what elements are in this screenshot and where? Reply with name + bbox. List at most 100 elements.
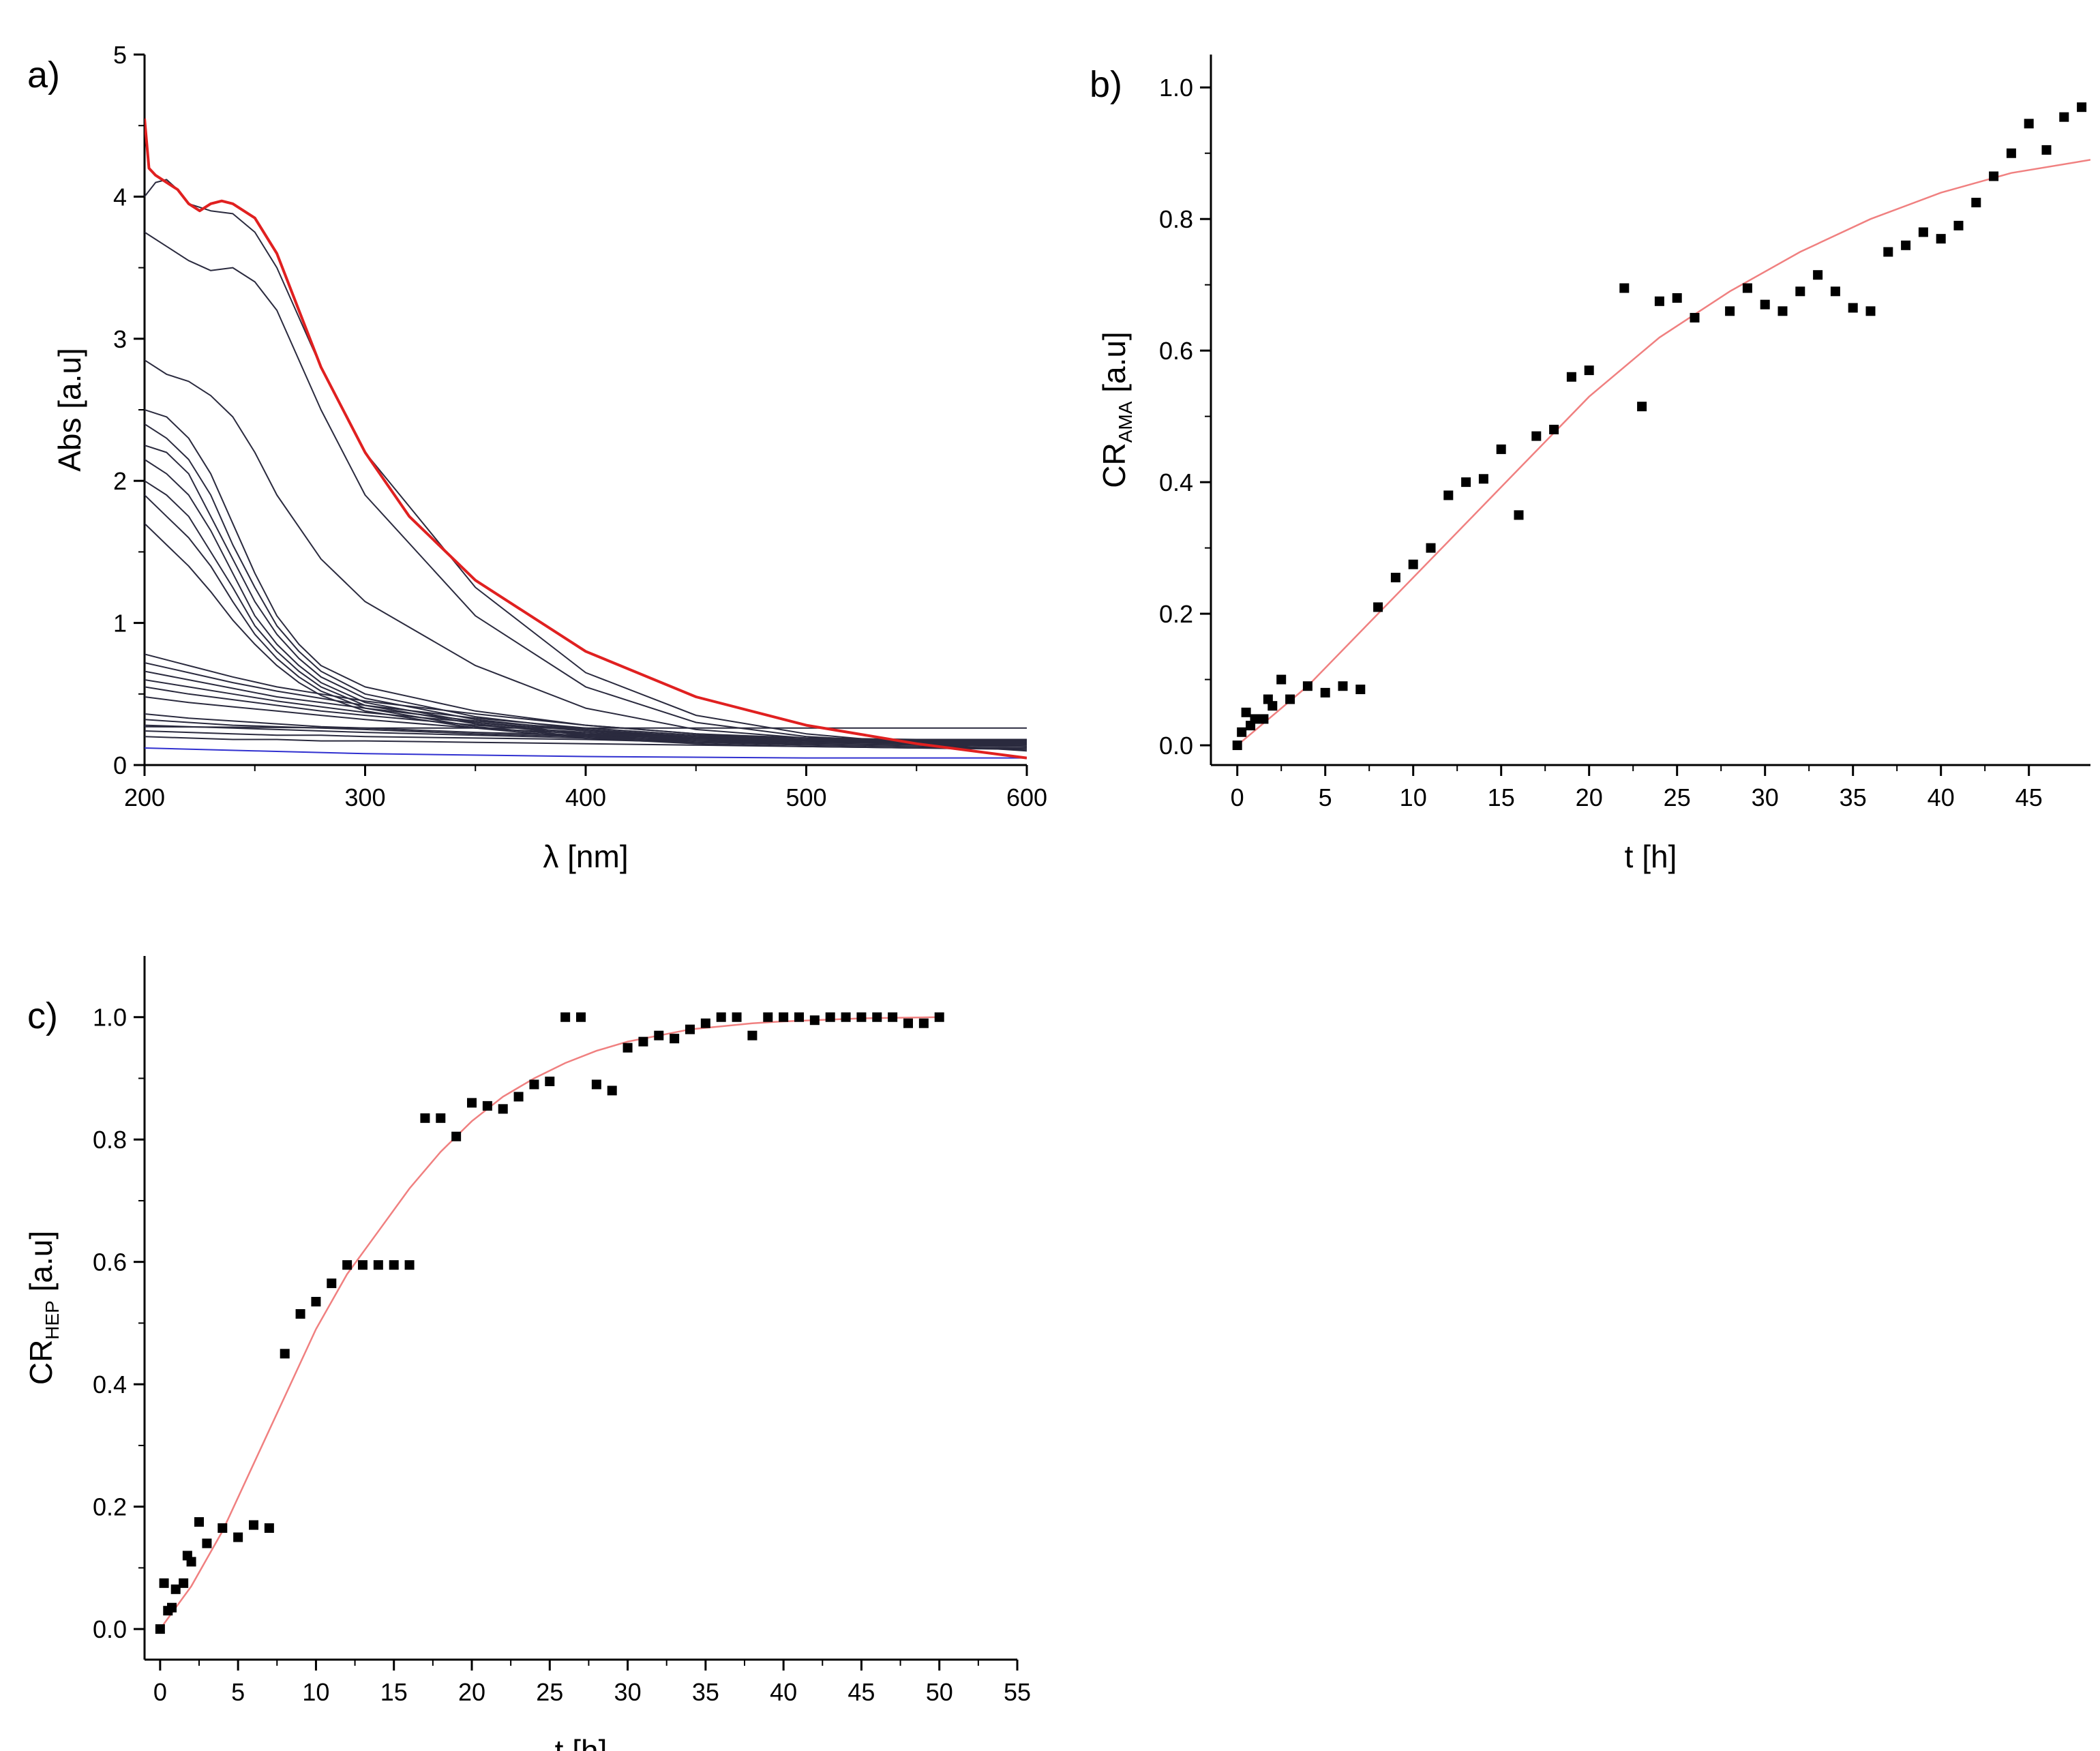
data-point [1285, 694, 1295, 704]
panel-c-cr-hep-kinetics: c) 0 5 10 15 20 25 30 35 40 45 50 55 0.0 0.2 0.4 0.6 0.8 1… [23, 956, 1031, 1751]
panel-label: a) [27, 55, 60, 95]
data-point [1654, 296, 1664, 306]
y-axis-title: CRAMA [a.u] [1096, 331, 1136, 488]
x-tick-label: 5 [1319, 783, 1332, 811]
data-point [1883, 247, 1893, 257]
x-tick-label: 10 [1400, 783, 1427, 811]
data-point [638, 1036, 648, 1047]
data-point [404, 1260, 415, 1270]
spectrum-line-s22 [145, 736, 1027, 749]
y-tick-label: 1 [113, 610, 127, 638]
data-point [482, 1101, 492, 1111]
data-point [1268, 701, 1278, 711]
data-point [1795, 286, 1805, 297]
data-point [607, 1086, 617, 1096]
x-tick-label: 55 [1004, 1678, 1031, 1706]
x-tick-label: 10 [302, 1678, 329, 1706]
data-point [1390, 573, 1400, 583]
panel-a-absorbance-spectra: a) 200 300 400 500 600 0 1 2 3 4 5 λ [nm] Abs [a.u] [27, 41, 1047, 874]
data-point [1901, 240, 1911, 250]
data-point [1619, 283, 1630, 293]
data-point [280, 1349, 290, 1359]
data-point [2077, 102, 2087, 113]
x-tick-label: 30 [1752, 783, 1779, 811]
data-point [170, 1584, 181, 1594]
data-point [1918, 227, 1928, 237]
y-axis-title: Abs [a.u] [52, 348, 87, 472]
y-tick-label: 0.8 [93, 1126, 127, 1154]
data-point [1478, 474, 1488, 484]
panel-label: b) [1090, 64, 1122, 105]
data-point [2024, 119, 2034, 129]
data-point [311, 1297, 321, 1307]
y-tick-label: 0.6 [93, 1248, 127, 1276]
spectrum-line-s5 [145, 423, 1027, 743]
data-point [918, 1018, 929, 1028]
spectrum-line-s20 [145, 730, 1027, 746]
data-point [841, 1012, 851, 1022]
x-tick-label: 600 [1006, 783, 1047, 811]
panel-label: c) [27, 996, 58, 1036]
data-point [763, 1012, 773, 1022]
data-point [264, 1523, 274, 1533]
data-point [194, 1517, 204, 1527]
data-point [1241, 707, 1251, 717]
fit-curve [1236, 159, 2090, 747]
data-point [809, 1015, 820, 1026]
spectrum-line-s18 [145, 719, 1027, 742]
x-axis-title: t [h] [555, 1733, 608, 1751]
spectrum-line-blue [145, 747, 1027, 759]
data-point [513, 1092, 524, 1102]
data-point [1496, 444, 1506, 454]
x-tick-label: 30 [614, 1678, 642, 1706]
y-tick-label: 1.0 [1159, 74, 1193, 102]
data-point [179, 1578, 189, 1588]
fit-curve [159, 1016, 940, 1630]
x-tick-label: 50 [926, 1678, 953, 1706]
data-point [934, 1012, 944, 1022]
data-point [1777, 306, 1788, 316]
data-point [545, 1076, 555, 1086]
x-tick-label: 25 [536, 1678, 563, 1706]
data-point [576, 1012, 586, 1022]
data-point [2059, 112, 2069, 122]
data-point [1514, 510, 1524, 520]
y-tick-label: 5 [113, 41, 127, 69]
data-point [903, 1018, 913, 1028]
data-point [327, 1278, 337, 1289]
data-point [622, 1043, 633, 1053]
data-point [186, 1557, 196, 1567]
data-point [779, 1012, 789, 1022]
x-tick-label: 40 [1927, 783, 1955, 811]
y-axis-title-subscript: HEP [42, 1300, 63, 1340]
x-tick-label: 5 [231, 1678, 245, 1706]
data-point [1461, 477, 1471, 488]
data-point [1848, 303, 1858, 313]
data-point [167, 1602, 177, 1613]
x-tick-label: 0 [1231, 783, 1244, 811]
y-axis-title-main: CR [23, 1340, 59, 1385]
data-point [202, 1538, 212, 1548]
data-point [155, 1624, 165, 1634]
x-tick-label: 45 [2015, 783, 2043, 811]
data-point [591, 1079, 601, 1090]
data-point [1355, 685, 1366, 695]
x-tick-label: 45 [847, 1678, 875, 1706]
x-tick-label: 25 [1664, 783, 1691, 811]
data-point [358, 1260, 368, 1270]
data-point [249, 1520, 258, 1530]
data-point [700, 1018, 710, 1028]
spectrum-line-s13 [145, 670, 1027, 743]
x-tick-label: 300 [344, 783, 385, 811]
data-point [467, 1098, 477, 1108]
data-point [794, 1012, 804, 1022]
data-point [389, 1260, 399, 1270]
x-tick-label: 400 [565, 783, 606, 811]
x-tick-label: 40 [770, 1678, 797, 1706]
data-point [2041, 145, 2052, 155]
spectrum-line-s8 [145, 480, 1027, 747]
data-point [451, 1131, 462, 1141]
data-point [217, 1523, 228, 1533]
y-tick-label: 0.2 [1159, 600, 1193, 628]
spectrum-line-s10 [145, 522, 1027, 751]
